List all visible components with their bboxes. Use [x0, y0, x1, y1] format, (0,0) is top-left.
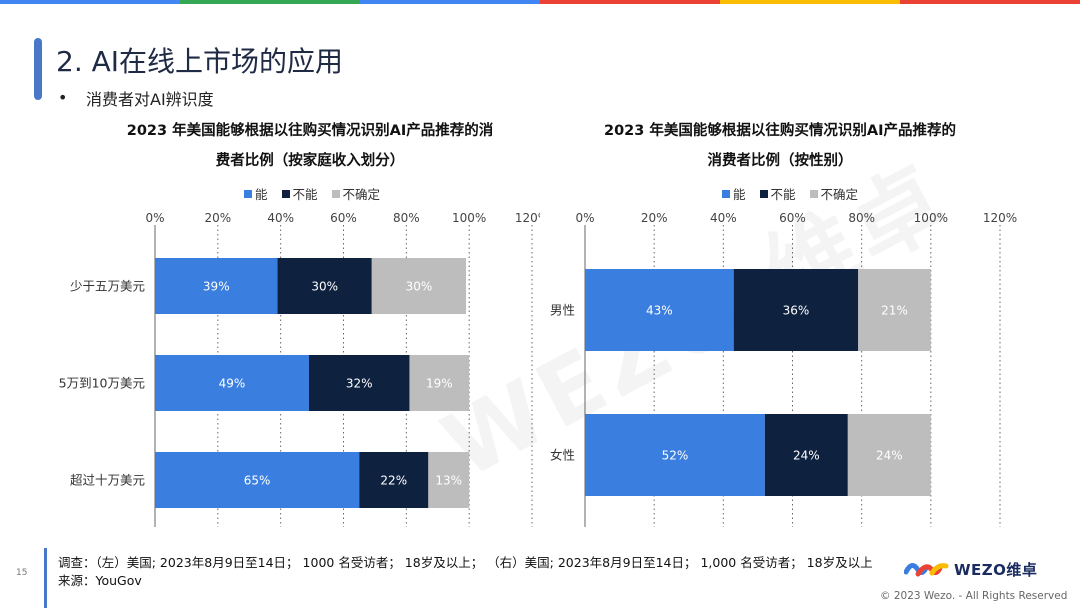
legend-label-yes: 能	[733, 187, 746, 202]
source-note: 来源：YouGov	[58, 573, 142, 588]
legend-item-unsure: 不确定	[331, 184, 381, 203]
data-label: 39%	[203, 280, 230, 294]
legend-swatch-yes	[244, 189, 252, 198]
legend-item-no: 不能	[759, 184, 796, 203]
x-tick-label: 40%	[710, 211, 737, 225]
data-label: 49%	[219, 377, 246, 391]
bar-segment	[847, 414, 931, 496]
legend-item-yes: 能	[244, 184, 268, 203]
legend-item-unsure: 不确定	[809, 184, 859, 203]
company-logo: WEZO维卓	[904, 558, 1037, 580]
data-label: 21%	[881, 304, 908, 318]
right-chart-title: 2023 年美国能够根据以往购买情况识别AI产品推荐的 消费者比例（按性别）	[570, 116, 990, 176]
legend-label-yes: 能	[255, 187, 268, 202]
bar-segment	[858, 269, 931, 351]
left-chart-title: 2023 年美国能够根据以往购买情况识别AI产品推荐的消 费者比例（按家庭收入划…	[100, 116, 520, 176]
legend-item-no: 不能	[281, 184, 318, 203]
category-label: 5万到10万美元	[59, 376, 145, 391]
legend-swatch-unsure	[331, 189, 340, 198]
top-bar-segment	[360, 0, 540, 4]
bar-segment	[733, 269, 859, 351]
x-tick-label: 120%	[515, 211, 540, 225]
logo-mark-icon	[904, 563, 949, 577]
data-label: 30%	[406, 280, 433, 294]
title-accent-bar	[34, 38, 42, 100]
legend-label-no: 不能	[292, 187, 318, 202]
top-color-bar	[0, 0, 1080, 4]
bullet-dot: •	[58, 88, 68, 107]
legend-swatch-yes	[722, 189, 730, 198]
data-label: 24%	[876, 449, 903, 463]
x-tick-label: 120%	[983, 211, 1017, 225]
data-label: 52%	[662, 449, 689, 463]
x-tick-label: 0%	[575, 211, 594, 225]
left-chart-title-line-1: 2023 年美国能够根据以往购买情况识别AI产品推荐的消	[126, 123, 494, 139]
survey-note: 调查：（左）美国; 2023年8月9日至14日； 1000 名受访者； 18岁及…	[58, 555, 873, 570]
bar-segment	[308, 355, 410, 411]
data-label: 30%	[311, 280, 338, 294]
data-label: 13%	[435, 474, 462, 488]
data-label: 43%	[646, 304, 673, 318]
bar-segment	[359, 452, 429, 508]
bar-segment	[155, 258, 278, 314]
x-tick-label: 20%	[641, 211, 668, 225]
data-label: 19%	[426, 377, 453, 391]
data-label: 24%	[793, 449, 820, 463]
left-chart-legend: 能 不能 不确定	[244, 184, 380, 203]
copyright: © 2023 Wezo. - All Rights Reserved	[880, 590, 1068, 602]
top-bar-segment	[900, 0, 1080, 4]
page-title: 2. AI在线上市场的应用	[56, 45, 344, 78]
bar-segment	[585, 414, 765, 496]
bar-segment	[764, 414, 848, 496]
x-tick-label: 60%	[779, 211, 806, 225]
bar-segment	[155, 355, 309, 411]
data-label: 36%	[783, 304, 810, 318]
right-chart-title-line-2: 消费者比例（按性别）	[707, 153, 853, 169]
right-chart-legend: 能 不能 不确定	[722, 184, 858, 203]
x-tick-label: 80%	[393, 211, 420, 225]
page-number: 15	[16, 568, 28, 578]
legend-swatch-no	[759, 189, 768, 198]
right-chart-plot: 0% 20% 40% 60% 80% 100% 120% 男性 43% 36% 21% 女性 52% 24…	[550, 211, 1017, 527]
top-bar-segment	[180, 0, 360, 4]
bar-segment	[585, 269, 734, 351]
top-bar-segment	[540, 0, 720, 4]
x-tick-label: 80%	[848, 211, 875, 225]
left-chart-plot: 0% 20% 40% 60% 80% 100% 120% 少于五万美元 39% 30% 30% 5万到…	[59, 211, 540, 527]
x-tick-label: 40%	[267, 211, 294, 225]
category-label: 少于五万美元	[70, 279, 145, 294]
x-tick-label: 0%	[145, 211, 164, 225]
legend-swatch-no	[281, 189, 290, 198]
bar-segment	[371, 258, 467, 314]
section-subtitle: 消费者对AI辨识度	[86, 90, 214, 109]
bar-segment	[409, 355, 470, 411]
bar-segment	[428, 452, 470, 508]
bar-segment	[155, 452, 360, 508]
category-label: 超过十万美元	[70, 473, 145, 488]
x-tick-label: 100%	[452, 211, 486, 225]
x-tick-label: 20%	[204, 211, 231, 225]
legend-label-unsure: 不确定	[820, 187, 859, 202]
bar-segment	[277, 258, 372, 314]
legend-label-no: 不能	[770, 187, 796, 202]
data-label: 22%	[380, 474, 407, 488]
legend-swatch-unsure	[809, 189, 818, 198]
category-label: 女性	[550, 448, 575, 463]
legend-label-unsure: 不确定	[342, 187, 381, 202]
logo-text: WEZO维卓	[954, 560, 1038, 579]
left-chart-title-line-2: 费者比例（按家庭收入划分）	[215, 153, 405, 169]
top-bar-segment	[720, 0, 900, 4]
right-chart-title-line-1: 2023 年美国能够根据以往购买情况识别AI产品推荐的	[603, 123, 957, 139]
legend-item-yes: 能	[722, 184, 746, 203]
data-label: 32%	[346, 377, 373, 391]
top-bar-segment	[0, 0, 180, 4]
data-label: 65%	[244, 474, 271, 488]
x-tick-label: 60%	[330, 211, 357, 225]
category-label: 男性	[550, 303, 575, 318]
x-tick-label: 100%	[914, 211, 948, 225]
footer-accent-bar	[44, 548, 47, 608]
